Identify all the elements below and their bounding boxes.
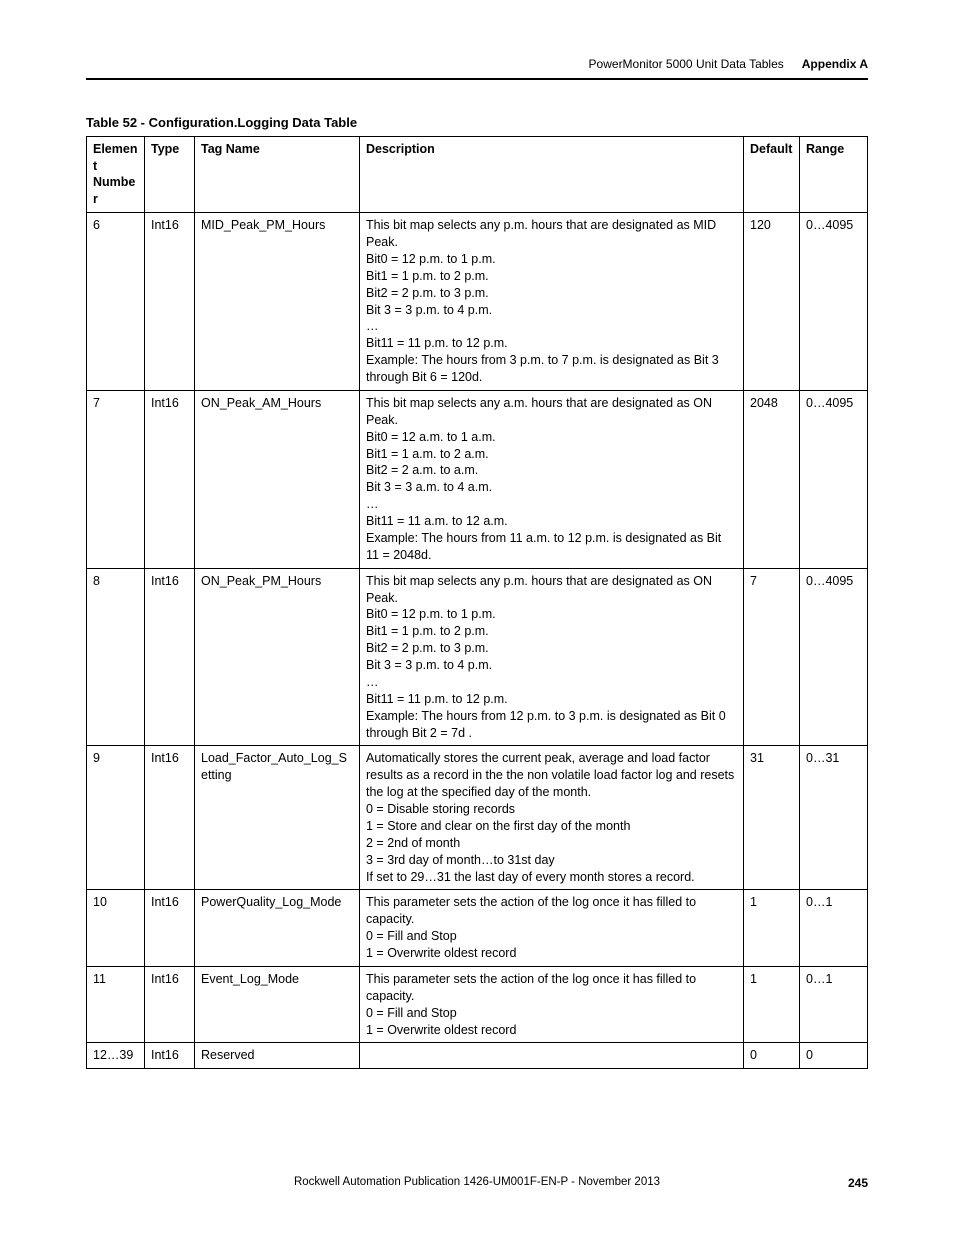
cell-default: 1 xyxy=(744,966,800,1043)
table-row: 8Int16ON_Peak_PM_HoursThis bit map selec… xyxy=(87,568,868,746)
cell-type: Int16 xyxy=(145,746,195,890)
col-type: Type xyxy=(145,136,195,213)
cell-tag-name: Load_Factor_Auto_Log_Setting xyxy=(195,746,360,890)
cell-type: Int16 xyxy=(145,213,195,391)
table-header-row: Element Number Type Tag Name Description… xyxy=(87,136,868,213)
cell-tag-name: ON_Peak_AM_Hours xyxy=(195,390,360,568)
header-rule xyxy=(86,78,868,80)
header-chapter: PowerMonitor 5000 Unit Data Tables xyxy=(589,56,784,72)
cell-description: This bit map selects any p.m. hours that… xyxy=(360,568,744,746)
cell-type: Int16 xyxy=(145,1043,195,1069)
table-row: 10Int16PowerQuality_Log_ModeThis paramet… xyxy=(87,890,868,967)
cell-tag-name: PowerQuality_Log_Mode xyxy=(195,890,360,967)
cell-range: 0…4095 xyxy=(800,568,868,746)
cell-range: 0…4095 xyxy=(800,213,868,391)
table-caption: Table 52 - Configuration.Logging Data Ta… xyxy=(86,114,868,132)
cell-element-number: 7 xyxy=(87,390,145,568)
cell-range: 0…31 xyxy=(800,746,868,890)
footer-publication: Rockwell Automation Publication 1426-UM0… xyxy=(294,1175,660,1191)
cell-description: Automatically stores the current peak, a… xyxy=(360,746,744,890)
col-element-number: Element Number xyxy=(87,136,145,213)
cell-type: Int16 xyxy=(145,568,195,746)
cell-default: 0 xyxy=(744,1043,800,1069)
col-default: Default xyxy=(744,136,800,213)
cell-type: Int16 xyxy=(145,390,195,568)
footer-page-number: 245 xyxy=(848,1175,868,1191)
cell-description xyxy=(360,1043,744,1069)
cell-element-number: 8 xyxy=(87,568,145,746)
cell-range: 0 xyxy=(800,1043,868,1069)
cell-range: 0…4095 xyxy=(800,390,868,568)
col-range: Range xyxy=(800,136,868,213)
cell-element-number: 9 xyxy=(87,746,145,890)
table-row: 11Int16Event_Log_ModeThis parameter sets… xyxy=(87,966,868,1043)
cell-tag-name: ON_Peak_PM_Hours xyxy=(195,568,360,746)
table-row: 9Int16Load_Factor_Auto_Log_SettingAutoma… xyxy=(87,746,868,890)
cell-description: This bit map selects any a.m. hours that… xyxy=(360,390,744,568)
cell-tag-name: Event_Log_Mode xyxy=(195,966,360,1043)
cell-range: 0…1 xyxy=(800,890,868,967)
cell-description: This parameter sets the action of the lo… xyxy=(360,966,744,1043)
cell-description: This parameter sets the action of the lo… xyxy=(360,890,744,967)
header-appendix: Appendix A xyxy=(802,56,868,72)
cell-tag-name: MID_Peak_PM_Hours xyxy=(195,213,360,391)
page-footer: Rockwell Automation Publication 1426-UM0… xyxy=(86,1175,868,1191)
table-row: 7Int16ON_Peak_AM_HoursThis bit map selec… xyxy=(87,390,868,568)
running-header: PowerMonitor 5000 Unit Data Tables Appen… xyxy=(86,56,868,78)
cell-range: 0…1 xyxy=(800,966,868,1043)
col-tag-name: Tag Name xyxy=(195,136,360,213)
table-row: 12…39Int16Reserved 00 xyxy=(87,1043,868,1069)
cell-element-number: 10 xyxy=(87,890,145,967)
cell-type: Int16 xyxy=(145,890,195,967)
cell-default: 120 xyxy=(744,213,800,391)
cell-default: 1 xyxy=(744,890,800,967)
cell-tag-name: Reserved xyxy=(195,1043,360,1069)
table-row: 6Int16MID_Peak_PM_HoursThis bit map sele… xyxy=(87,213,868,391)
cell-element-number: 6 xyxy=(87,213,145,391)
cell-type: Int16 xyxy=(145,966,195,1043)
cell-element-number: 12…39 xyxy=(87,1043,145,1069)
config-logging-table: Element Number Type Tag Name Description… xyxy=(86,136,868,1070)
cell-default: 2048 xyxy=(744,390,800,568)
cell-default: 7 xyxy=(744,568,800,746)
cell-element-number: 11 xyxy=(87,966,145,1043)
cell-default: 31 xyxy=(744,746,800,890)
document-page: PowerMonitor 5000 Unit Data Tables Appen… xyxy=(0,0,954,1235)
cell-description: This bit map selects any p.m. hours that… xyxy=(360,213,744,391)
table-body: 6Int16MID_Peak_PM_HoursThis bit map sele… xyxy=(87,213,868,1069)
col-description: Description xyxy=(360,136,744,213)
